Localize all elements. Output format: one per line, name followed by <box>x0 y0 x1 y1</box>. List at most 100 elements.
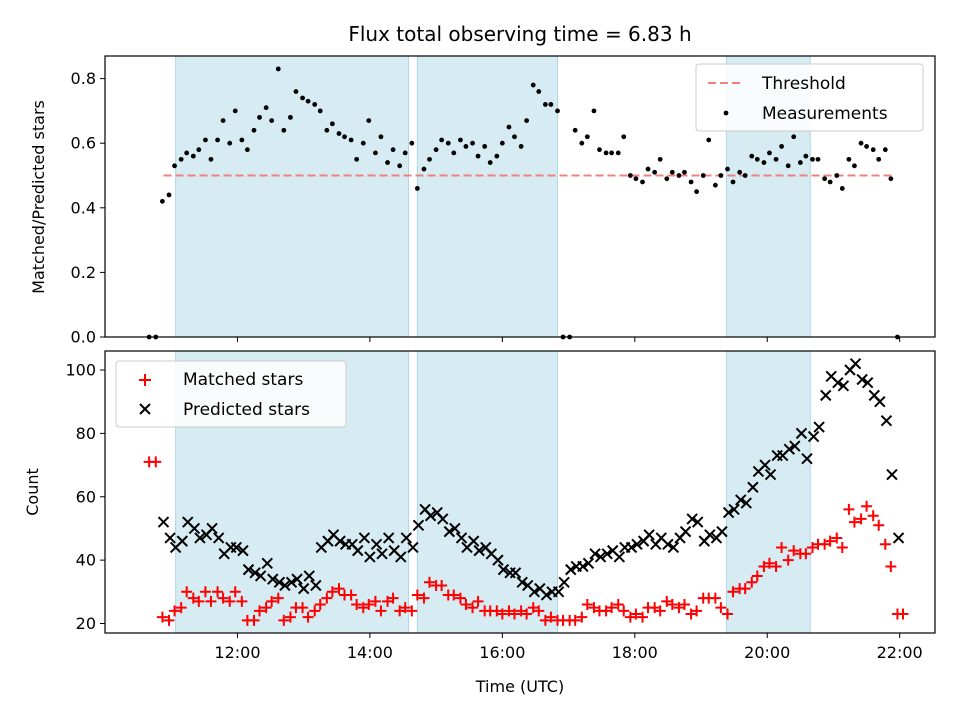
shaded-interval <box>725 350 811 634</box>
matched-star-point <box>254 605 266 617</box>
measurement-point <box>737 169 743 175</box>
matched-star-point <box>722 608 733 620</box>
predicted-star-point <box>352 544 364 557</box>
matched-star-point <box>314 598 326 610</box>
measurement-point <box>244 147 250 153</box>
measurement-point <box>390 147 396 153</box>
predicted-star-point <box>886 468 898 481</box>
measurement-point <box>730 179 736 185</box>
legend-measurement-swatch <box>723 110 729 116</box>
matched-star-point <box>806 541 818 553</box>
matched-star-point <box>508 608 520 620</box>
measurement-point <box>512 134 517 140</box>
predicted-star-point <box>261 557 273 569</box>
measurement-point <box>785 163 791 169</box>
matched-star-point <box>897 608 909 620</box>
measurement-point <box>354 156 360 162</box>
matched-star-point <box>224 595 236 607</box>
y-tick-label: 20 <box>76 614 96 633</box>
y-tick-label: 80 <box>76 424 96 443</box>
matched-star-point <box>229 586 241 598</box>
legend-predicted-label: Predicted stars <box>183 400 310 420</box>
matched-star-point <box>460 598 472 610</box>
predicted-star-point <box>467 535 480 547</box>
bottom-y-axis-label: Count <box>23 468 42 516</box>
predicted-star-point <box>473 544 485 557</box>
matched-star-point <box>788 545 800 557</box>
measurement-point <box>803 153 809 159</box>
predicted-star-point <box>376 548 388 560</box>
measurement-point <box>791 134 797 140</box>
predicted-star-point <box>832 376 844 389</box>
measurement-point <box>402 150 408 156</box>
matched-star-point <box>351 598 363 610</box>
matched-star-point <box>630 608 642 620</box>
measurement-point <box>773 156 779 162</box>
measurement-point <box>427 156 432 162</box>
matched-star-point <box>727 586 739 598</box>
matched-star-point <box>618 605 630 617</box>
legend-threshold-label: Threshold <box>761 74 846 94</box>
measurement-point <box>215 137 220 143</box>
matched-star-point <box>612 598 624 610</box>
measurement-point <box>657 156 663 162</box>
measurement-point <box>342 134 347 140</box>
measurement-point <box>572 127 578 133</box>
measurement-point <box>475 153 481 159</box>
predicted-star-point <box>437 513 449 525</box>
predicted-star-point <box>303 570 315 582</box>
legend-predicted-swatch <box>139 403 151 415</box>
matched-star-point <box>800 548 812 560</box>
predicted-star-point <box>407 541 419 554</box>
predicted-star-point <box>625 541 638 554</box>
matched-star-point <box>600 605 612 617</box>
predicted-star-point <box>662 538 674 550</box>
predicted-star-point <box>837 380 850 392</box>
predicted-star-point <box>759 459 771 471</box>
measurement-point <box>754 156 760 162</box>
measurement-point <box>888 176 894 182</box>
measurement-point <box>196 147 202 153</box>
predicted-star-point <box>443 525 456 538</box>
legend-box <box>695 63 924 132</box>
measurement-point <box>846 156 852 162</box>
shaded-interval <box>175 55 410 338</box>
matched-star-point <box>266 595 278 607</box>
matched-star-point <box>199 586 211 598</box>
matched-star-point <box>236 595 248 607</box>
predicted-star-point <box>613 551 626 563</box>
measurement-point <box>694 189 699 195</box>
matched-star-point <box>326 586 338 598</box>
matched-star-point <box>606 602 618 614</box>
predicted-star-point <box>364 551 376 563</box>
measurement-point <box>499 140 505 146</box>
x-tick-label: 18:00 <box>612 643 658 662</box>
matched-star-point <box>248 614 260 626</box>
measurement-point <box>275 66 281 72</box>
predicted-star-point <box>285 576 298 589</box>
predicted-star-point <box>249 567 261 579</box>
matched-star-point <box>448 589 460 601</box>
predicted-star-point <box>528 586 541 598</box>
measurement-point <box>366 118 372 123</box>
predicted-star-point <box>849 357 862 370</box>
predicted-star-point <box>856 373 868 386</box>
measurement-point <box>584 134 590 140</box>
predicted-star-point <box>334 535 346 547</box>
predicted-star-point <box>801 453 813 465</box>
measurement-point <box>445 140 451 146</box>
matched-star-point <box>581 598 593 610</box>
predicted-star-point <box>880 415 893 427</box>
predicted-star-point <box>691 516 704 528</box>
predicted-star-point <box>892 532 905 544</box>
measurement-point <box>725 166 730 172</box>
bottom-panel: 20 40 60 80 100 12:00 14:00 16:00 18:00 20:00 22:0… <box>65 350 936 662</box>
predicted-star-point <box>643 529 655 541</box>
matched-star-point <box>746 576 758 588</box>
measurement-point <box>810 156 815 162</box>
measurement-point <box>269 118 275 123</box>
measurement-point <box>797 160 803 165</box>
measurement-point <box>609 150 615 156</box>
matched-star-point <box>150 456 162 468</box>
legend-box <box>115 360 347 428</box>
